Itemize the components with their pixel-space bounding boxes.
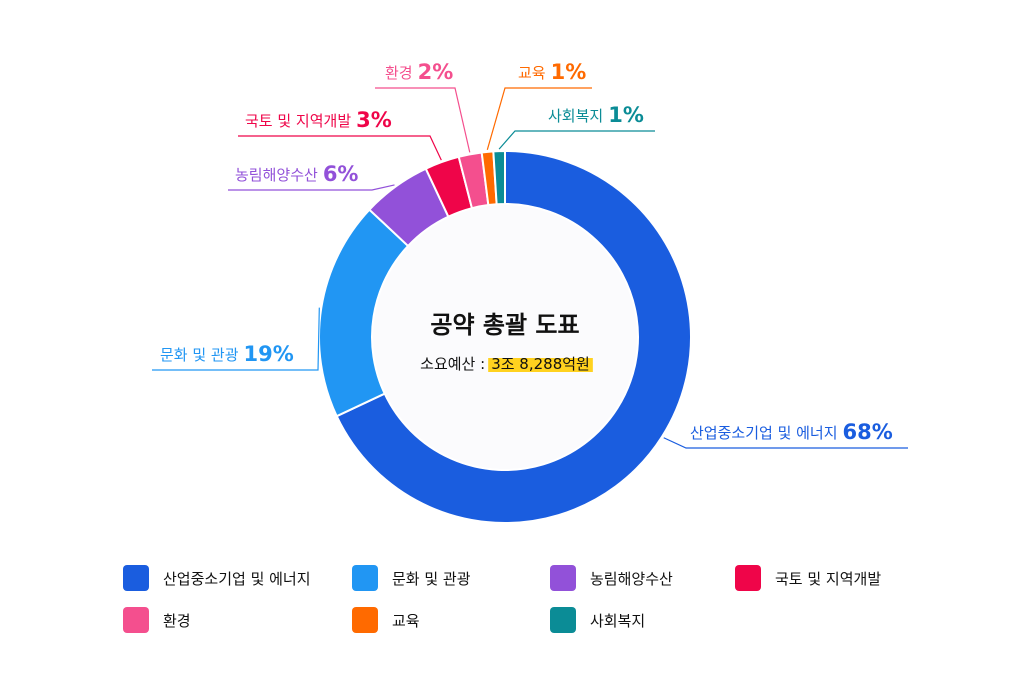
slice-label: 산업중소기업 및 에너지: [690, 424, 838, 442]
legend-label: 환경: [163, 612, 191, 630]
budget-value: 3조 8,288억원: [491, 355, 590, 373]
legend-swatch: [735, 565, 761, 591]
budget-highlight: [488, 358, 593, 372]
legend-label: 사회복지: [590, 612, 645, 630]
slice-value-label: 1%: [608, 103, 644, 127]
budget-label: 소요예산 :: [420, 355, 485, 373]
leader-line: [152, 307, 320, 371]
legend-label: 교육: [392, 612, 420, 630]
donut-center: [373, 205, 637, 469]
slice-value-label: 6%: [323, 162, 359, 186]
slice-value-label: 2%: [418, 60, 454, 84]
legend-swatch: [550, 565, 576, 591]
slice-label: 농림해양수산: [235, 166, 318, 184]
slice-label: 교육: [518, 64, 546, 82]
leader-line: [238, 135, 442, 161]
leader-line: [486, 87, 592, 150]
chart-title: 공약 총괄 도표: [430, 311, 579, 339]
slice-value-label: 68%: [843, 420, 893, 444]
slice-value-label: 1%: [551, 60, 587, 84]
donut: [318, 149, 692, 524]
donut-segment: [335, 149, 692, 524]
legend-label: 농림해양수산: [590, 570, 673, 588]
legend-label: 문화 및 관광: [392, 570, 471, 588]
legend-swatch: [352, 607, 378, 633]
slice-label: 환경: [385, 64, 413, 82]
slice-value-label: 3%: [356, 108, 392, 132]
legend-swatch: [352, 565, 378, 591]
legend-label: 산업중소기업 및 에너지: [163, 570, 311, 588]
slice-value-label: 19%: [244, 342, 294, 366]
legend-swatch: [123, 607, 149, 633]
leader-line: [228, 184, 395, 191]
slice-label: 국토 및 지역개발: [245, 112, 351, 130]
legend-label: 국토 및 지역개발: [775, 570, 881, 588]
leader-line: [498, 130, 655, 150]
donut-segment: [492, 149, 506, 206]
legend-swatch: [550, 607, 576, 633]
legend-swatch: [123, 565, 149, 591]
slice-label: 문화 및 관광: [160, 346, 239, 364]
leader-line: [375, 87, 471, 153]
leader-line: [663, 437, 908, 449]
slice-label: 사회복지: [548, 107, 603, 125]
